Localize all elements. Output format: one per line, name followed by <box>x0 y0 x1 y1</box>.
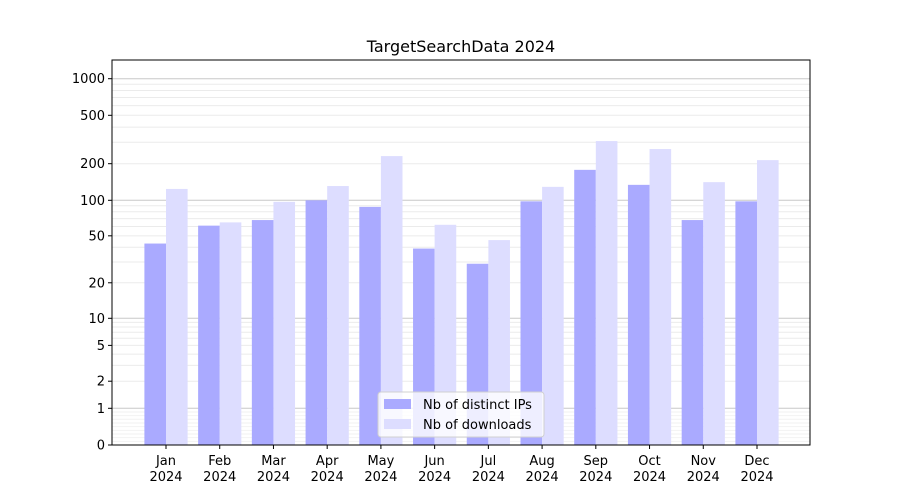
x-tick-label: 2024 <box>257 470 290 485</box>
legend-swatch <box>384 399 411 409</box>
x-tick-label: 2024 <box>418 470 451 485</box>
y-tick-label: 50 <box>88 229 105 244</box>
bar-downloads <box>219 222 242 445</box>
bar-downloads <box>757 160 779 445</box>
x-tick-label: 2024 <box>364 470 397 485</box>
x-tick-label: Aug <box>529 454 554 469</box>
x-tick-label: 2024 <box>311 470 344 485</box>
plot-frame <box>111 59 811 446</box>
x-tick-label: 2024 <box>740 470 773 485</box>
bar-downloads <box>327 186 349 446</box>
bar-distinct-ips <box>198 225 220 445</box>
x-tick-label: 2024 <box>579 470 612 485</box>
x-tick-label: 2024 <box>687 470 720 485</box>
y-tick-label: 20 <box>88 276 105 291</box>
x-tick-label: 2024 <box>526 470 559 485</box>
bar-distinct-ips <box>681 220 704 445</box>
bar-downloads <box>649 149 672 445</box>
y-tick-label: 500 <box>80 109 105 124</box>
bar-distinct-ips <box>144 243 166 445</box>
y-tick-label: 0 <box>97 439 105 454</box>
bar-downloads <box>595 141 618 446</box>
bar-downloads <box>166 188 188 445</box>
bar-distinct-ips <box>251 220 274 445</box>
bar-distinct-ips <box>520 201 543 445</box>
x-tick-label: 2024 <box>633 470 666 485</box>
bar-downloads <box>542 186 564 445</box>
x-tick-label: Oct <box>638 454 660 469</box>
x-tick-label: 2024 <box>149 470 182 485</box>
bar-distinct-ips <box>359 206 381 445</box>
bar-distinct-ips <box>305 200 328 445</box>
bar-downloads <box>380 156 403 445</box>
bar-distinct-ips <box>627 184 650 445</box>
y-tick-label: 1000 <box>72 72 105 87</box>
x-tick-label: May <box>367 454 394 469</box>
x-tick-label: Jul <box>480 454 497 469</box>
x-tick-label: Nov <box>691 454 717 469</box>
bar-distinct-ips <box>574 169 596 445</box>
y-tick-label: 10 <box>88 312 105 327</box>
x-tick-label: Jan <box>155 454 176 469</box>
bar-distinct-ips <box>735 201 757 445</box>
legend-box <box>377 391 545 438</box>
y-tick-label: 2 <box>97 375 105 390</box>
x-tick-label: 2024 <box>472 470 505 485</box>
legend-label: Nb of distinct IPs <box>423 398 532 413</box>
bar-downloads <box>273 201 296 445</box>
bar-downloads <box>703 182 725 445</box>
x-tick-label: Apr <box>316 454 339 469</box>
legend-label: Nb of downloads <box>423 418 532 433</box>
y-tick-label: 200 <box>80 157 105 172</box>
chart-title: TargetSearchData 2024 <box>366 37 555 56</box>
x-tick-label: Jun <box>423 454 444 469</box>
x-tick-label: Mar <box>261 454 286 469</box>
x-tick-label: 2024 <box>203 470 236 485</box>
x-tick-label: Feb <box>208 454 231 469</box>
bar-downloads <box>434 224 457 445</box>
legend-swatch <box>384 419 411 429</box>
y-tick-label: 1 <box>97 402 105 417</box>
x-tick-label: Dec <box>744 454 769 469</box>
y-tick-label: 100 <box>80 194 105 209</box>
y-tick-label: 5 <box>97 339 105 354</box>
x-tick-label: Sep <box>584 454 609 469</box>
